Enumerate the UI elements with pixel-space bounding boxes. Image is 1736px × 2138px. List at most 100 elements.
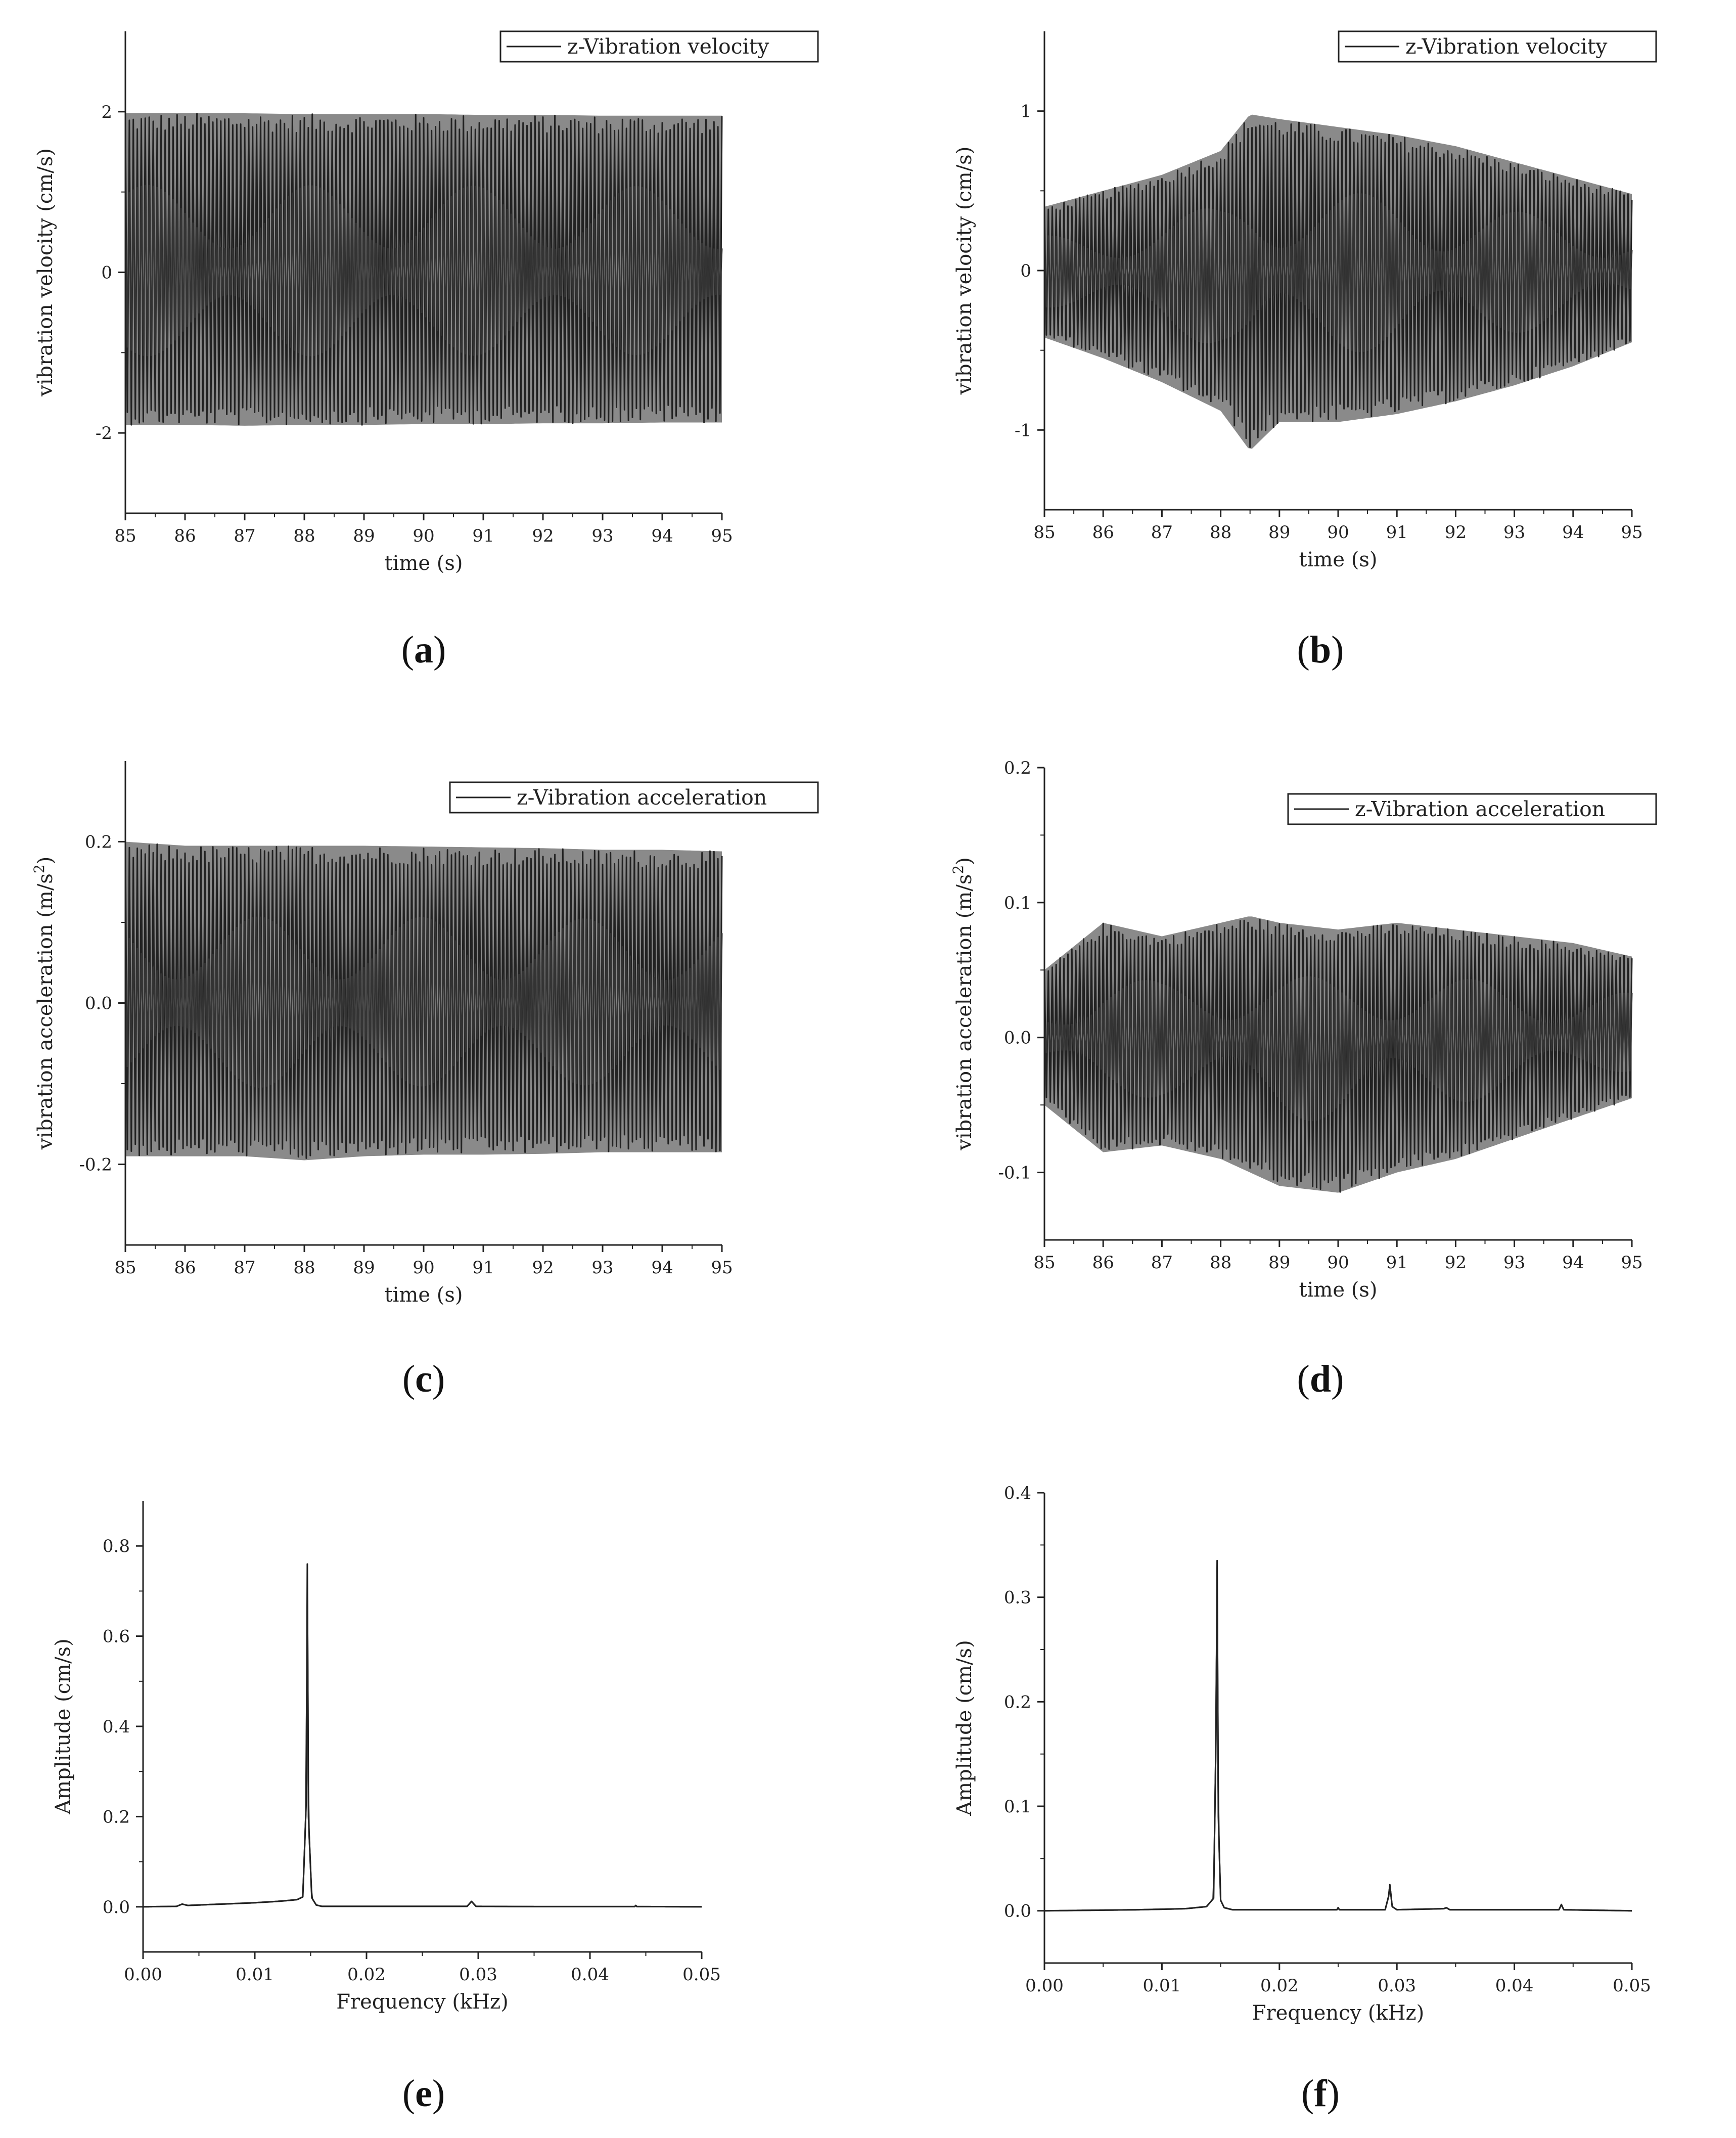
panel-label: (c) — [402, 1358, 445, 1400]
x-tick-label: 0.05 — [682, 1965, 721, 1985]
x-tick-label: 90 — [1327, 522, 1349, 543]
y-tick-label: -0.2 — [79, 1155, 112, 1175]
legend-label: z-Vibration velocity — [567, 34, 769, 59]
y-tick-label: 0.2 — [103, 1807, 130, 1827]
x-tick-label: 88 — [1210, 1253, 1231, 1273]
x-tick-label: 0.00 — [124, 1965, 162, 1985]
y-tick-label: 0.2 — [85, 832, 112, 853]
x-tick-label: 93 — [1503, 1253, 1525, 1273]
y-tick-label: -2 — [96, 423, 112, 443]
y-tick-label: -1 — [1015, 420, 1031, 440]
x-tick-label: 89 — [353, 526, 375, 546]
panel-label: (e) — [402, 2072, 445, 2115]
y-tick-label: 0.4 — [103, 1717, 130, 1737]
x-axis-title: time (s) — [1299, 1278, 1378, 1302]
panel-label: (f) — [1301, 2072, 1340, 2115]
x-tick-label: 90 — [413, 1258, 434, 1278]
chart-panel-c: 85 86 87 88 89 90 91 92 93 94 95 -0.2 0.0 0.2 time (s)… — [31, 761, 819, 1400]
series-peaks-line — [143, 1563, 702, 1908]
x-tick-label: 89 — [1268, 522, 1290, 543]
x-tick-label: 95 — [1621, 1253, 1642, 1273]
chart-panel-d: 85 86 87 88 89 90 91 92 93 94 95 -0.1 0.0 0.1 0.2 time … — [950, 758, 1657, 1400]
x-tick-label: 92 — [532, 526, 554, 546]
series-inner-line — [124, 916, 723, 1088]
x-tick-label: 93 — [1503, 522, 1525, 543]
x-tick-label: 0.00 — [1025, 1976, 1064, 1996]
x-tick-label: 91 — [1386, 522, 1408, 543]
chart-panel-e: 0.00 0.01 0.02 0.03 0.04 0.05 0.0 0.2 0.4 0.6 0.8 F… — [52, 1501, 721, 2115]
y-tick-label: 0.1 — [1004, 1797, 1031, 1817]
x-tick-label: 85 — [1033, 522, 1055, 543]
y-tick-label: 2 — [101, 102, 112, 122]
legend-label: z-Vibration velocity — [1405, 34, 1608, 59]
x-tick-label: 88 — [293, 526, 315, 546]
x-tick-label: 0.03 — [1378, 1976, 1416, 1996]
series-line — [1043, 121, 1633, 448]
chart-panel-b: 85 86 87 88 89 90 91 92 93 94 95 -1 0 1 time (s) vibrat… — [953, 30, 1657, 671]
y-axis-title-suffix: ) — [953, 857, 976, 865]
legend: z-Vibration velocity — [1338, 30, 1657, 63]
series-line — [143, 1599, 702, 1908]
series-inner-line — [1043, 976, 1633, 1122]
x-tick-label: 87 — [1151, 522, 1173, 543]
x-tick-label: 86 — [174, 526, 196, 546]
y-axis-title-superscript: 2 — [950, 865, 967, 874]
x-tick-label: 86 — [1092, 1253, 1114, 1273]
x-tick-label: 87 — [1151, 1253, 1173, 1273]
x-tick-label: 93 — [591, 526, 613, 546]
x-tick-label: 95 — [1621, 522, 1642, 543]
y-axis-title-suffix: ) — [34, 857, 57, 865]
y-axis-title: vibration velocity (cm/s) — [34, 148, 57, 397]
x-tick-label: 94 — [1562, 522, 1584, 543]
x-tick-label: 93 — [591, 1258, 613, 1278]
x-tick-label: 91 — [472, 1258, 494, 1278]
x-tick-label: 89 — [1268, 1253, 1290, 1273]
y-tick-label: 0.2 — [1004, 758, 1031, 778]
legend: z-Vibration acceleration — [1287, 793, 1657, 825]
x-tick-label: 91 — [1386, 1253, 1408, 1273]
x-tick-label: 0.01 — [236, 1965, 274, 1985]
y-tick-label: 0.6 — [103, 1627, 130, 1647]
y-tick-label: 0.0 — [103, 1897, 130, 1918]
y-tick-label: 0 — [101, 263, 112, 283]
y-tick-label: 0.4 — [1004, 1483, 1031, 1503]
y-tick-label: 0.2 — [1004, 1692, 1031, 1712]
series-line — [124, 842, 723, 1159]
y-axis-title: Amplitude (cm/s) — [52, 1638, 75, 1814]
x-tick-label: 94 — [1562, 1253, 1584, 1273]
series-peaks-line — [1044, 1560, 1632, 1912]
x-tick-label: 88 — [293, 1258, 315, 1278]
y-tick-label: 1 — [1020, 102, 1031, 122]
x-tick-label: 88 — [1210, 522, 1231, 543]
chart-panel-a: 85 86 87 88 89 90 91 92 93 94 95 -2 0 2 time (s) vibrat… — [34, 30, 819, 671]
x-tick-label: 95 — [711, 526, 733, 546]
x-tick-label: 92 — [532, 1258, 554, 1278]
series-line — [1043, 919, 1633, 1193]
x-tick-label: 0.04 — [1495, 1976, 1534, 1996]
y-tick-label: 0.3 — [1004, 1588, 1031, 1608]
y-tick-label: 0.0 — [1004, 1028, 1031, 1048]
series-inner-line — [1043, 193, 1633, 352]
chart-panel-f: 0.00 0.01 0.02 0.03 0.04 0.05 0.0 0.1 0.2 0.3 0.4 F… — [953, 1483, 1651, 2115]
x-tick-label: 90 — [1327, 1253, 1349, 1273]
y-axis-title: vibration acceleration (m/s2) — [31, 857, 58, 1150]
x-tick-label: 0.04 — [571, 1965, 609, 1985]
series-line — [1044, 1596, 1632, 1912]
legend-box — [1287, 793, 1657, 825]
x-tick-label: 91 — [472, 526, 494, 546]
series-inner-line — [124, 185, 723, 357]
x-tick-label: 94 — [651, 1258, 673, 1278]
panel-label: (a) — [401, 629, 446, 671]
x-tick-label: 86 — [174, 1258, 196, 1278]
x-tick-label: 87 — [234, 1258, 255, 1278]
y-axis-title: vibration velocity (cm/s) — [953, 147, 976, 395]
legend: z-Vibration acceleration — [449, 781, 819, 814]
x-tick-label: 92 — [1445, 1253, 1467, 1273]
x-tick-label: 0.02 — [1260, 1976, 1299, 1996]
y-axis-title-superscript: 2 — [31, 864, 48, 873]
x-tick-label: 94 — [651, 526, 673, 546]
x-tick-label: 95 — [711, 1258, 733, 1278]
x-tick-label: 0.05 — [1613, 1976, 1651, 1996]
x-tick-label: 0.03 — [459, 1965, 497, 1985]
